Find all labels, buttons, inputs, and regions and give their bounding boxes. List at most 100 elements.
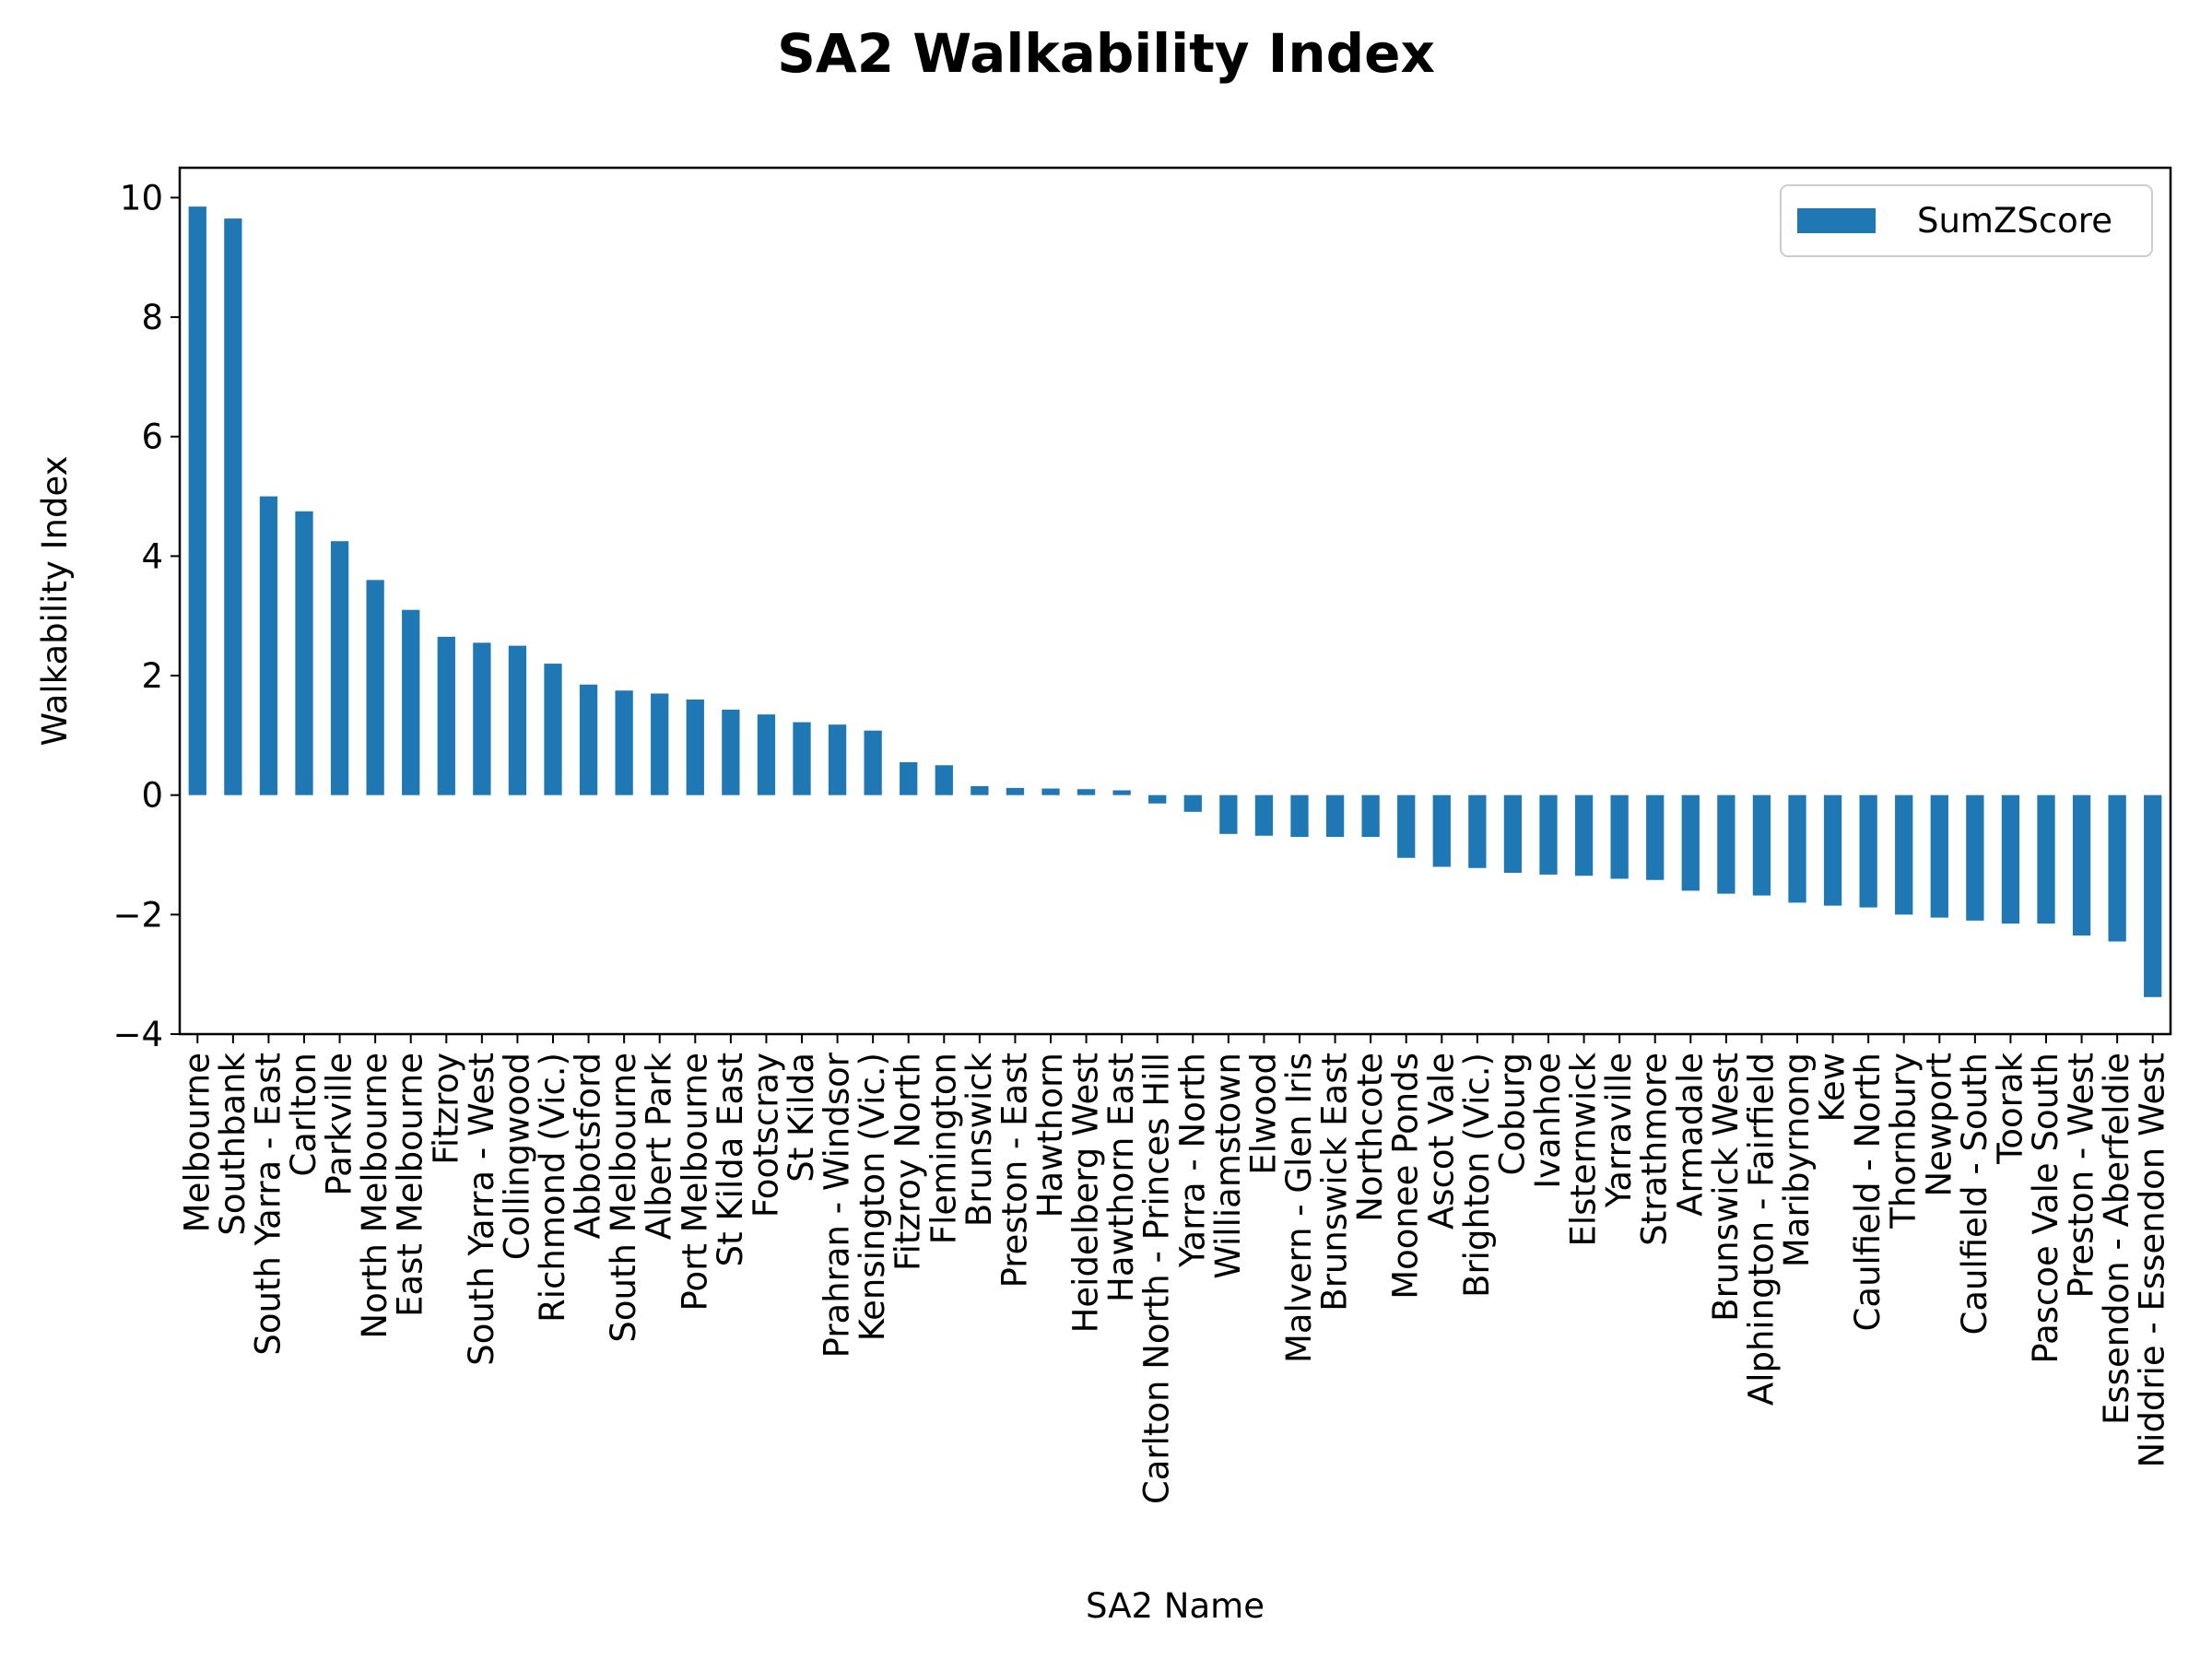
x-tick-label: Footscray <box>746 1053 785 1218</box>
x-tick-label: Albert Park <box>640 1052 679 1240</box>
x-tick-label: Coburg <box>1492 1053 1532 1175</box>
x-tick-label: Flemington <box>924 1053 963 1244</box>
x-tick-label: St Kilda East <box>711 1053 750 1266</box>
bar <box>1823 794 1842 906</box>
x-tick-label: Carlton North - Princes Hill <box>1137 1053 1177 1504</box>
x-tick-label: Abbotsford <box>569 1053 608 1239</box>
bar <box>971 785 989 795</box>
bar <box>2072 794 2091 936</box>
bar <box>935 765 953 795</box>
bars <box>188 206 2162 997</box>
bar <box>1610 794 1629 879</box>
x-tick-label: North Melbourne <box>355 1053 394 1339</box>
x-axis-label: SA2 Name <box>1086 1586 1265 1626</box>
x-tick-label: Preston - East <box>994 1053 1034 1288</box>
x-tick-label: Williamstown <box>1208 1053 1248 1279</box>
bar <box>1859 794 1877 908</box>
bar <box>2108 794 2126 942</box>
x-tick-label: Maribyrnong <box>1777 1053 1817 1267</box>
legend: SumZScore <box>1780 184 2153 257</box>
bar <box>295 511 313 795</box>
bar <box>1361 794 1380 838</box>
bar <box>686 699 704 795</box>
x-tick-label: Elwood <box>1243 1053 1283 1175</box>
bar <box>2001 794 2020 924</box>
x-tick-label: Moonee Ponds <box>1386 1053 1426 1300</box>
x-tick-label: Fitzroy <box>426 1053 465 1165</box>
bar <box>1183 794 1202 812</box>
x-tick-label: Preston - West <box>2062 1053 2101 1299</box>
y-tick-label: 2 <box>141 656 163 696</box>
bar <box>1006 787 1025 795</box>
x-tick-label: Ascot Vale <box>1421 1053 1461 1230</box>
bar <box>1432 794 1451 867</box>
x-tick-label: South Yarra - West <box>462 1053 501 1366</box>
x-tick-label: Niddrie - Essendon West <box>2133 1053 2172 1468</box>
plot-frame <box>178 166 2172 1036</box>
x-tick-label: Fitzroy North <box>888 1053 928 1271</box>
bar <box>900 762 918 795</box>
bar <box>1966 794 1984 921</box>
x-tick-label: Caulfield - North <box>1848 1053 1888 1331</box>
bar <box>579 684 598 795</box>
bar <box>2037 794 2055 924</box>
x-tick-label: Port Melbourne <box>675 1053 714 1311</box>
bar <box>864 730 882 795</box>
x-tick-label: Brunswick <box>959 1052 999 1227</box>
bar <box>1397 794 1416 858</box>
bar <box>722 709 740 795</box>
x-tick-label: Kew <box>1813 1053 1853 1122</box>
x-tick-label: Newport <box>1919 1053 1959 1197</box>
bar <box>437 636 455 795</box>
x-tick-label: Yarra - North <box>1172 1053 1212 1268</box>
bar <box>1112 790 1131 795</box>
x-tick-label: Armadale <box>1670 1053 1710 1217</box>
bar <box>757 714 776 795</box>
x-tick-label: Brunswick West <box>1706 1053 1746 1322</box>
bar <box>651 693 669 795</box>
legend-swatch <box>1797 208 1876 233</box>
bar <box>1148 794 1167 804</box>
x-tick-label: Thornbury <box>1884 1053 1924 1230</box>
x-tick-label: Elsternwick <box>1564 1052 1604 1246</box>
x-tick-label: Prahran - Windsor <box>818 1052 857 1358</box>
bar <box>1254 794 1274 836</box>
bar <box>366 580 384 795</box>
x-tick-label: Yarraville <box>1599 1053 1639 1208</box>
bar <box>1895 794 1913 915</box>
y-axis-label: Walkability Index <box>35 456 75 747</box>
bar <box>1752 794 1771 896</box>
x-tick-label: South Yarra - East <box>248 1053 288 1356</box>
bar <box>1219 794 1238 834</box>
y-tick-label: −2 <box>112 895 163 935</box>
bar <box>1788 794 1806 903</box>
bar <box>1646 794 1665 880</box>
y-tick-label: 4 <box>141 536 163 576</box>
x-tick-label: Kensington (Vic.) <box>853 1053 892 1341</box>
x-tick-label: Heidelberg West <box>1066 1053 1106 1333</box>
x-tick-label: Brighton (Vic.) <box>1457 1053 1497 1298</box>
bar <box>1539 794 1558 875</box>
x-tick-label: Pascoe Vale South <box>2026 1053 2065 1364</box>
x-tick-label: Melbourne <box>177 1053 217 1232</box>
bar <box>402 609 420 795</box>
bar <box>1717 794 1735 894</box>
x-tick-label: Caulfield - South <box>1955 1053 1994 1335</box>
x-tick-label: South Melbourne <box>604 1053 643 1343</box>
y-tick-label: 10 <box>120 178 163 218</box>
chart-title: SA2 Walkability Index <box>777 22 1435 85</box>
bar <box>473 642 491 795</box>
x-tick-label: Alphington - Fairfield <box>1741 1053 1781 1406</box>
bar <box>224 218 242 795</box>
y-axis-ticks: 10 8 6 4 2 0 −2 −4 <box>112 178 180 1054</box>
x-tick-label: Northcote <box>1350 1053 1390 1222</box>
bar <box>793 722 811 795</box>
x-tick-label: Southbank <box>213 1052 253 1235</box>
bar <box>508 645 527 795</box>
bar <box>259 496 278 795</box>
bar <box>1325 794 1345 838</box>
bar <box>330 541 349 795</box>
bar <box>1290 794 1309 838</box>
bar <box>1681 794 1700 891</box>
